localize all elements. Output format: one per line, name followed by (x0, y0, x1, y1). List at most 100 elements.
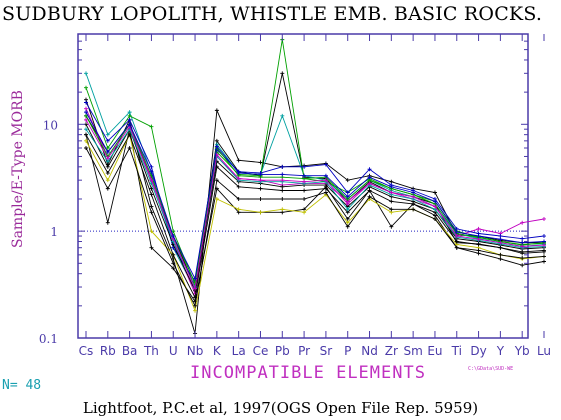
data-point (84, 146, 88, 151)
series-line (85, 146, 545, 308)
y-axis-label: Sample/E-Type MORB (10, 90, 26, 248)
sample-count-label: N= 48 (2, 378, 42, 393)
data-point (454, 239, 459, 244)
data-point (498, 237, 503, 242)
x-tick-label: Ti (451, 344, 462, 358)
data-point (280, 164, 285, 169)
x-tick-label: Lu (537, 344, 551, 358)
series-line (85, 119, 545, 291)
data-point (149, 245, 154, 250)
data-point (258, 196, 263, 201)
series-8 (84, 100, 546, 284)
data-point (105, 171, 110, 176)
data-point (542, 234, 546, 239)
file-path-note: C:\GData\SUD-WE (468, 366, 514, 372)
x-tick-label: Cs (79, 344, 94, 358)
data-point (389, 207, 394, 212)
data-point (520, 236, 525, 241)
data-point (323, 162, 328, 167)
data-point (84, 127, 88, 132)
data-point (542, 248, 546, 253)
data-point (367, 188, 372, 193)
series-line (85, 133, 545, 313)
data-point (520, 256, 525, 261)
data-point (367, 194, 372, 199)
data-point (149, 164, 154, 169)
data-point (411, 201, 416, 206)
x-tick-label: Zr (385, 344, 398, 358)
data-point (345, 207, 350, 212)
data-point (411, 190, 416, 195)
data-point (149, 169, 154, 174)
data-point (432, 204, 437, 209)
data-point (302, 173, 307, 178)
data-point (105, 132, 110, 137)
data-point (193, 308, 198, 313)
data-point (105, 178, 110, 183)
plot-frame (77, 33, 529, 339)
data-point (345, 216, 350, 221)
data-point (280, 113, 285, 118)
x-tick-label: La (232, 344, 246, 358)
series-line (85, 115, 545, 285)
data-point (171, 234, 176, 239)
data-point (236, 158, 241, 163)
data-point (105, 150, 110, 155)
y-tick-label: 0.1 (39, 332, 58, 346)
data-point (323, 173, 328, 178)
data-point (367, 167, 372, 172)
data-point (105, 146, 110, 151)
data-point (149, 229, 154, 234)
data-point (214, 144, 219, 149)
x-tick-label: Eu (427, 344, 442, 358)
data-point (280, 178, 285, 183)
data-point (171, 252, 176, 257)
data-point (476, 226, 481, 231)
x-tick-label: K (213, 344, 222, 358)
data-point (345, 194, 350, 199)
data-point (323, 178, 328, 183)
data-point (258, 210, 263, 215)
data-point (498, 252, 503, 257)
x-tick-label: Sr (320, 344, 333, 358)
data-point (432, 190, 437, 195)
data-point (127, 122, 132, 127)
data-point (84, 85, 88, 90)
data-point (84, 100, 88, 105)
data-point (367, 181, 372, 186)
series-line (85, 102, 545, 283)
data-point (411, 194, 416, 199)
series-13 (84, 117, 546, 291)
data-point (476, 242, 481, 247)
data-point (345, 201, 350, 206)
series-11 (84, 127, 546, 290)
series-line (85, 133, 545, 299)
series-line (85, 128, 545, 289)
y-tick-label: 1 (50, 225, 58, 239)
data-point (389, 184, 394, 189)
data-point (280, 196, 285, 201)
data-point (127, 110, 132, 115)
data-point (258, 178, 263, 183)
series-9 (84, 122, 546, 293)
data-point (323, 186, 328, 191)
data-point (258, 172, 263, 177)
data-point (280, 207, 285, 212)
data-point (542, 239, 546, 244)
data-point (345, 224, 350, 229)
chart-title: SUDBURY LOPOLITH, WHISTLE EMB. BASIC ROC… (2, 3, 543, 25)
x-tick-label: Y (496, 344, 505, 358)
x-tick-label: Nd (361, 344, 378, 358)
data-point (542, 216, 546, 221)
data-point (84, 71, 88, 76)
data-point (280, 71, 285, 76)
data-point (280, 184, 285, 189)
data-point (214, 108, 219, 113)
data-point (302, 196, 307, 201)
data-point (302, 210, 307, 215)
data-point (214, 196, 219, 201)
x-tick-label: Rb (100, 344, 116, 358)
data-point (84, 138, 88, 143)
data-point (214, 178, 219, 183)
data-point (236, 207, 241, 212)
